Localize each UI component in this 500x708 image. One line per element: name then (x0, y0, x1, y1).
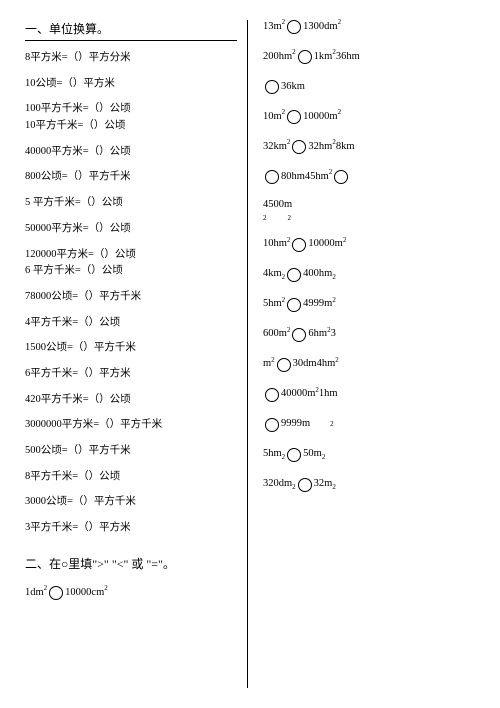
compare-a: 600m2 (263, 329, 290, 340)
circle-icon[interactable] (287, 20, 301, 34)
circle-icon[interactable] (277, 358, 291, 372)
compare-b: 50m2 (303, 449, 325, 460)
conversion-row: 8平方米=（）平方分米 (25, 51, 237, 66)
circle-icon[interactable] (49, 586, 63, 600)
conversion-row: 40000平方米=（）公顷 (25, 145, 237, 160)
compare-row: 13m2 1300dm2 (263, 20, 475, 34)
conversion-row: 800公顷=（）平方千米 (25, 170, 237, 185)
compare-b: 1300dm2 (303, 22, 341, 33)
conversion-row: 50000平方米=（）公顷 (25, 222, 237, 237)
circle-icon[interactable] (287, 110, 301, 124)
compare-b: 30dm4hm2 (293, 359, 339, 370)
compare-row: 32km232hm28km (263, 140, 475, 154)
conversion-row: 3000公顷=（）平方千米 (25, 495, 237, 510)
circle-icon[interactable] (265, 170, 279, 184)
conversion-row: 4平方千米=（）公顷 (25, 316, 237, 331)
circle-icon[interactable] (298, 50, 312, 64)
compare-b: 10000m2 (303, 112, 341, 123)
compare-row: 36km (263, 80, 475, 94)
circle-icon[interactable] (298, 478, 312, 492)
circle-icon[interactable] (265, 80, 279, 94)
compare-b: 6hm2 (308, 329, 330, 340)
conversion-row: 8平方千米=（）公顷 (25, 470, 237, 485)
compare-row: 4km2 400hm2 (263, 268, 475, 282)
compare-row: 80hm45hm2 (263, 170, 475, 184)
compare-b: 4999m2 (303, 299, 336, 310)
conversion-row: 500公顷=（）平方千米 (25, 444, 237, 459)
conversion-row: 3平方千米=（）平方米 (25, 521, 237, 536)
right-items: 13m21300dm2200hm21km236hm36km10m210000m2… (263, 20, 475, 508)
circle-icon[interactable] (287, 268, 301, 282)
compare-row: 4500m2 2 (263, 200, 475, 222)
section2-title: 二、在○里填">" "<" 或 "="。 (25, 555, 237, 572)
circle-icon[interactable] (292, 140, 306, 154)
circle-icon[interactable] (334, 170, 348, 184)
compare-a: 10m2 (263, 112, 285, 123)
compare-a: 320dm2 (263, 479, 296, 490)
section1-title: 一、单位换算。 (25, 20, 237, 37)
conversion-row: 6 平方千米=（）公顷 (25, 264, 237, 279)
circle-icon[interactable] (292, 238, 306, 252)
compare-row: 320dm2 32m2 (263, 478, 475, 492)
conversion-row: 420平方千米=（）公顷 (25, 393, 237, 408)
compare-a: m2 (263, 359, 275, 370)
conversion-row: 78000公顷=（）平方千米 (25, 290, 237, 305)
compare-b: 36km (281, 82, 305, 93)
compare-b: 32hm2 (308, 142, 335, 153)
compare-row: 10hm2 10000m2 (263, 238, 475, 252)
circle-icon[interactable] (287, 448, 301, 462)
compare-b: 10000m2 (308, 239, 346, 250)
circle-icon[interactable] (265, 388, 279, 402)
compare-a: 13m2 (263, 22, 285, 33)
compare-row-left: 1dm2 10000cm2 (25, 586, 237, 600)
circle-icon[interactable] (265, 418, 279, 432)
conversion-row: 10平方千米=（）公顷 (25, 119, 237, 134)
compare-row: 9999m2 (263, 418, 475, 432)
conversion-row: 1500公顷=（）平方千米 (25, 341, 237, 356)
compare-row: 40000m21hm (263, 388, 475, 402)
left-column: 一、单位换算。 8平方米=（）平方分米 10公顷=（）平方米 100平方千米=（）公… (25, 20, 248, 688)
compare-row: 5hm2 50m2 (263, 448, 475, 462)
compare-b: 10000cm2 (65, 588, 108, 599)
compare-b: 80hm45hm2 (281, 172, 332, 183)
conversion-row: 120000平方米=（）公顷 (25, 248, 237, 263)
compare-a: 200hm2 (263, 52, 296, 63)
conversion-row: 6平方千米=（）平方米 (25, 367, 237, 382)
compare-a: 5hm2 (263, 449, 285, 460)
compare-b: 40000m2 (281, 389, 319, 400)
compare-b: 9999m (281, 419, 310, 430)
compare-a: 32km2 (263, 142, 290, 153)
conversion-row: 100平方千米=（）公顷 (25, 102, 237, 117)
compare-row: 5hm2 4999m2 (263, 298, 475, 312)
compare-b: 32m2 (314, 479, 336, 490)
compare-row: 200hm21km236hm (263, 50, 475, 64)
right-column: 13m21300dm2200hm21km236hm36km10m210000m2… (248, 20, 475, 688)
circle-icon[interactable] (287, 298, 301, 312)
compare-b: 1km2 (314, 52, 336, 63)
circle-icon[interactable] (292, 328, 306, 342)
conversion-row: 5 平方千米=（）公顷 (25, 196, 237, 211)
conversion-row: 10公顷=（）平方米 (25, 77, 237, 92)
compare-a: 5hm2 (263, 299, 285, 310)
compare-row: 600m26hm23 (263, 328, 475, 342)
compare-row: 10m2 10000m2 (263, 110, 475, 124)
compare-a: 4km2 (263, 269, 285, 280)
compare-a: 1dm2 (25, 588, 47, 599)
compare-row: m2 30dm4hm2 (263, 358, 475, 372)
compare-a: 10hm2 (263, 239, 290, 250)
compare-b: 400hm2 (303, 269, 336, 280)
left-items: 8平方米=（）平方分米 10公顷=（）平方米 100平方千米=（）公顷 10平方千米=… (25, 51, 237, 547)
conversion-row: 3000000平方米=（）平方千米 (25, 418, 237, 433)
title-rule (25, 40, 237, 41)
